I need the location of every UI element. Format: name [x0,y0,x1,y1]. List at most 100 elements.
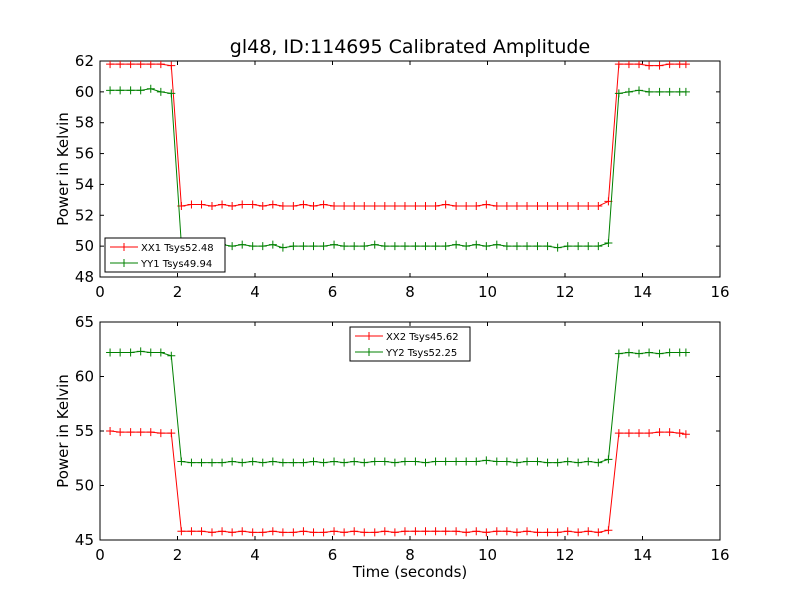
bottom-panel: 0 2 4 6 8 10 12 14 16 45 50 55 60 65 Power in Kelvin Ti… [54,313,730,581]
data-point [207,458,216,467]
x-tick-label: 10 [478,283,497,301]
data-point [309,528,318,537]
data-point [360,458,369,467]
data-point [665,348,674,357]
data-point [604,455,613,464]
data-point [187,458,196,467]
x-tick-label: 12 [555,546,574,564]
data-point [462,242,471,251]
data-point [400,202,409,211]
data-point [431,242,440,251]
data-point [400,242,409,251]
data-point [299,527,308,536]
data-point [238,240,247,249]
data-point [624,87,633,96]
x-tick-label: 4 [250,283,260,301]
x-tick-label: 14 [633,546,652,564]
data-point [360,202,369,211]
data-point [462,457,471,466]
data-point [248,528,257,537]
data-point [655,349,664,358]
data-point [197,458,206,467]
y-tick-label: 48 [75,268,94,286]
data-point [380,242,389,251]
data-point [492,202,501,211]
data-point [228,528,237,537]
legend-label: YY1 Tsys49.94 [140,259,212,270]
data-point [614,61,623,69]
data-point [380,527,389,536]
data-point [258,528,267,537]
data-point [268,457,277,466]
data-point [218,200,227,209]
series-1 [106,61,690,211]
data-point [462,202,471,211]
y-tick-label: 60 [75,368,94,386]
data-point [411,202,420,211]
data-point [523,242,532,251]
data-point [533,457,542,466]
data-point [441,242,450,251]
data-point [645,429,654,438]
data-point [441,200,450,209]
data-point [574,528,583,537]
data-point [319,200,328,209]
data-point [289,528,298,537]
data-point [553,528,562,537]
data-point [553,243,562,252]
data-point [523,202,532,211]
data-point [330,527,339,536]
data-point [543,242,552,251]
data-point [167,61,176,70]
data-point [218,458,227,467]
data-point [136,61,145,69]
data-point [655,61,664,70]
data-point [248,457,257,466]
legend-box [349,326,471,362]
data-point [360,242,369,251]
data-point [411,527,420,536]
data-point [380,202,389,211]
data-point [218,527,227,536]
x-tick-label: 4 [250,546,260,564]
y-tick-label: 54 [75,175,94,193]
data-point [156,87,165,96]
data-point [624,429,633,438]
data-point [553,458,562,467]
data-point [390,202,399,211]
data-point [665,428,674,437]
data-point [681,87,690,96]
data-point [614,349,623,358]
data-point [543,202,552,211]
data-point [228,457,237,466]
data-point [167,429,176,438]
figure-title: gl48, ID:114695 Calibrated Amplitude [230,36,590,58]
data-point [482,528,491,537]
x-tick-label: 0 [95,546,105,564]
data-point [472,202,481,211]
data-point [309,457,318,466]
data-point [452,527,461,536]
data-point [492,240,501,249]
data-point [330,457,339,466]
data-point [350,242,359,251]
series-2 [106,347,690,467]
x-tick-label: 0 [95,283,105,301]
data-point [299,200,308,209]
data-point [238,458,247,467]
data-point [319,242,328,251]
legend: XX2 Tsys45.62 YY2 Tsys52.25 [349,326,471,362]
data-point [106,61,115,69]
data-point [441,527,450,536]
y-axis-label: Power in Kelvin [54,112,72,226]
data-point [258,202,267,211]
data-point [146,348,155,357]
data-point [360,528,369,537]
data-point [574,242,583,251]
series-1 [106,427,690,537]
data-point [563,202,572,211]
data-point [431,527,440,536]
data-point [492,457,501,466]
x-tick-label: 12 [555,283,574,301]
